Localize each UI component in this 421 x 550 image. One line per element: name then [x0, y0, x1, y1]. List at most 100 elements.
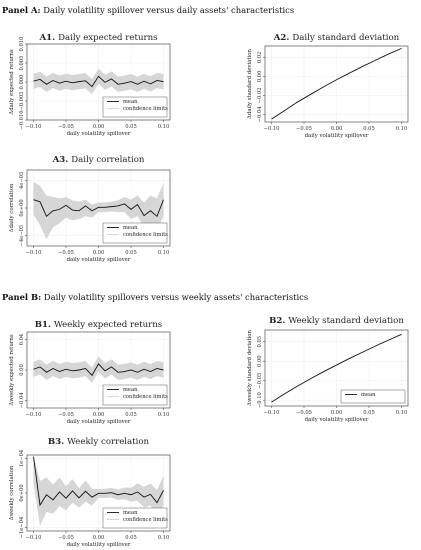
b3-mean-line — [33, 456, 164, 507]
b3-xtick-label: 0.05 — [125, 535, 137, 541]
b1-xtick-label: −0.05 — [58, 412, 74, 418]
b1-xlabel: daily volatility spillover — [67, 419, 131, 425]
b2-xtick-label: 0.10 — [396, 410, 408, 416]
a1-legend-label: confidence limits — [123, 106, 168, 112]
a3-chart: A3. Daily correlation −0.10 −0.05 0.00 0.05 0… — [9, 155, 171, 263]
panel-a-title: Panel A: Daily volatility spillover vers… — [2, 5, 294, 15]
b3-title: B3. Weekly correlation — [48, 437, 150, 447]
a2-ytick-label: 0.00 — [257, 71, 263, 83]
b2-xtick-label: 0.05 — [363, 410, 375, 416]
a3-xtick-label: 0.10 — [158, 250, 170, 256]
a2-xlabel: daily volatility spillover — [305, 133, 369, 139]
a1-ytick-label: −0.005 — [19, 91, 25, 110]
panel-a-text: Daily volatility spillover versus daily … — [43, 5, 295, 15]
a2-title: A2. Daily standard deviation — [273, 33, 400, 43]
b3-xtick-label: 0.10 — [158, 535, 170, 541]
a1-title: A1. Daily expected returns — [38, 33, 157, 43]
b2-legend: mean — [340, 389, 406, 404]
a2-ytick-label: 0.02 — [257, 52, 263, 64]
b3-xtick-label: −0.05 — [58, 535, 74, 541]
a3-ylabel: Δdaily correlation — [9, 183, 15, 232]
b1-ylabel: Δweekly expected returns — [9, 334, 15, 406]
a1-ytick-label: 0.005 — [19, 56, 25, 71]
a1-ylabel: Δdaily expected returns — [9, 49, 15, 115]
a3-ytick-label: 4e−05 — [19, 172, 25, 189]
b2-legend-label: mean — [361, 392, 376, 398]
a1-xlabel: daily volatility spillover — [67, 131, 131, 137]
a3-ytick-label: −4e−05 — [19, 225, 25, 247]
b3-xlabel: daily volatility spillover — [67, 542, 131, 548]
b2-ytick-label: 0.00 — [257, 355, 263, 367]
a1-ytick-label: 0.000 — [19, 75, 25, 90]
a1-title-text: Daily expected returns — [58, 33, 157, 43]
b3-ytick-label: 0e+00 — [19, 484, 25, 501]
a3-title-prefix: A3. — [52, 155, 72, 165]
a3-xtick-label: 0.05 — [125, 250, 137, 256]
a3-legend-label: mean — [123, 225, 138, 231]
b1-xtick-label: 0.10 — [158, 412, 170, 418]
b3-title-prefix: B3. — [48, 437, 67, 447]
a2-ytick-label: −0.02 — [257, 87, 263, 103]
a2-ytick-label: −0.04 — [257, 106, 263, 123]
b2-title-prefix: B2. — [269, 316, 288, 326]
a3-xtick-label: 0.00 — [93, 250, 105, 256]
a2-xtick-label: 0.10 — [396, 126, 408, 132]
b3-chart: B3. Weekly correlation −0.10 −0.05 0.00 0.05… — [9, 437, 171, 548]
a2-title-text: Daily standard deviation — [292, 33, 399, 43]
a1-chart: A1. Daily expected returns −0.10 −0.05 0.00… — [9, 33, 171, 137]
b2-xtick-label: −0.10 — [264, 410, 280, 416]
b3-xtick-label: −0.10 — [26, 535, 42, 541]
a3-xtick-label: −0.10 — [26, 250, 42, 256]
a1-title-prefix: A1. — [38, 33, 58, 43]
a1-ytick-label: −0.010 — [19, 110, 25, 129]
a1-xtick-label: 0.00 — [93, 124, 105, 130]
b3-legend-box — [102, 507, 168, 529]
b1-xtick-label: 0.00 — [93, 412, 105, 418]
b3-ytick-label: −1e−04 — [19, 516, 25, 538]
b1-legend-label: mean — [123, 387, 138, 393]
b1-legend-label: confidence limits — [123, 394, 168, 400]
b2-title-text: Weekly standard deviation — [288, 316, 404, 326]
panel-b-text: Daily volatility spillovers versus weekl… — [43, 292, 309, 302]
b1-ytick-label: 0.00 — [19, 364, 25, 376]
b1-ytick-label: −0.04 — [19, 392, 25, 409]
a3-xtick-label: −0.05 — [58, 250, 74, 256]
b2-ytick-label: −0.10 — [257, 392, 263, 408]
b1-ytick-label: 0.04 — [19, 333, 25, 345]
a1-xtick-label: 0.10 — [158, 124, 170, 130]
a3-mean-line — [33, 199, 164, 218]
a1-mean-line — [33, 75, 164, 88]
panel-b-prefix: Panel B: — [2, 292, 42, 302]
a2-xtick-label: −0.05 — [296, 126, 312, 132]
b1-legend-box — [102, 384, 168, 406]
b1-chart: B1. Weekly expected returns −0.10 −0.05 0.0… — [9, 320, 171, 425]
b2-xlabel: daily volatility spillover — [305, 417, 369, 423]
b2-legend-box — [340, 389, 406, 404]
b1-title: B1. Weekly expected returns — [35, 320, 162, 330]
a1-confidence-band — [33, 68, 164, 95]
a3-legend-box — [102, 222, 168, 244]
b2-chart: B2. Weekly standard deviation −0.10 −0.05 0… — [247, 316, 409, 423]
b3-ylabel: Δweekly correlation — [9, 465, 15, 520]
b3-xtick-label: 0.00 — [93, 535, 105, 541]
a3-xlabel: daily volatility spillover — [67, 257, 131, 263]
a1-legend-box — [102, 96, 168, 118]
a2-xtick-label: 0.05 — [363, 126, 375, 132]
a1-ytick-label: 0.010 — [19, 37, 25, 52]
b2-ytick-label: −0.05 — [257, 373, 263, 389]
b3-legend-label: mean — [123, 510, 138, 516]
b2-ytick-label: 0.05 — [257, 336, 263, 348]
b1-xtick-label: −0.10 — [26, 412, 42, 418]
a3-legend-label: confidence limits — [123, 232, 168, 238]
b2-mean-line — [271, 333, 402, 403]
b2-xtick-label: 0.00 — [331, 410, 343, 416]
panel-a-prefix: Panel A: — [2, 5, 41, 15]
a1-xtick-label: −0.10 — [26, 124, 42, 130]
b1-title-text: Weekly expected returns — [54, 320, 162, 330]
a2-title-prefix: A2. — [273, 33, 293, 43]
